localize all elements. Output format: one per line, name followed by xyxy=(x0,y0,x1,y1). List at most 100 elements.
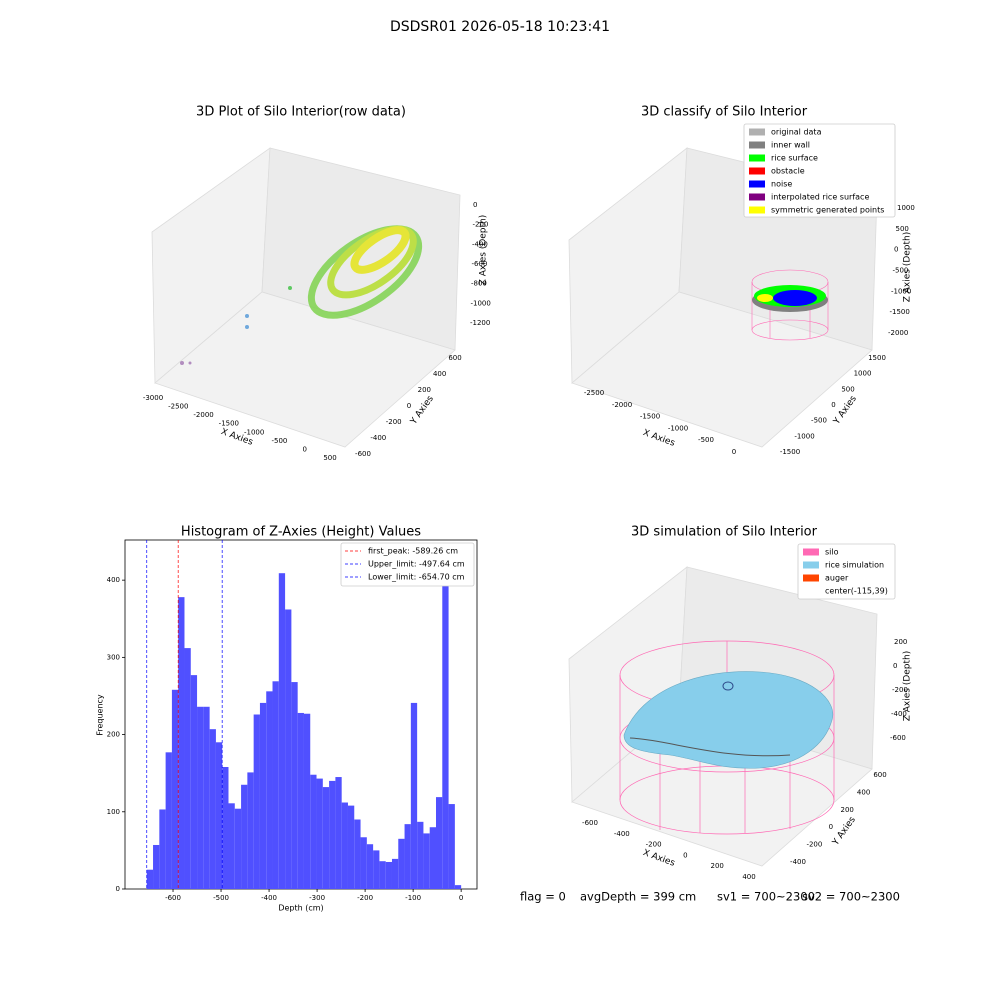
x-tick-label: -500 xyxy=(698,436,714,444)
chart-title: 3D simulation of Silo Interior xyxy=(631,525,818,540)
point xyxy=(288,286,292,290)
z-tick-label: -500 xyxy=(893,267,909,275)
legend-label: noise xyxy=(771,180,792,189)
y-tick-label: 400 xyxy=(433,370,446,378)
legend-label: first_peak: -589.26 cm xyxy=(368,547,458,556)
histogram-bar xyxy=(228,803,235,889)
x-tick-label: -400 xyxy=(261,894,277,902)
y-tick-label: 0 xyxy=(829,823,833,831)
x-tick-label: -500 xyxy=(213,894,229,902)
chart-title: 3D classify of Silo Interior xyxy=(641,105,808,120)
point xyxy=(245,325,249,329)
footer-text: sv1 = 700~2300 xyxy=(717,890,815,904)
suptitle: DSDSR01 2026-05-18 10:23:41 xyxy=(390,19,610,35)
histogram-bar xyxy=(203,706,210,889)
legend-label: rice simulation xyxy=(825,561,884,570)
histogram-bar xyxy=(341,802,348,889)
x-tick-label: -500 xyxy=(271,437,287,445)
x-tick-label: 0 xyxy=(732,448,736,456)
histogram-bar xyxy=(297,712,304,889)
histogram-bar xyxy=(184,648,191,889)
legend-swatch xyxy=(749,141,765,149)
x-tick-label: -300 xyxy=(309,894,325,902)
y-tick-label: 600 xyxy=(873,771,886,779)
histogram-bar xyxy=(266,691,273,889)
legend-swatch xyxy=(803,561,819,569)
x-tick-label: 0 xyxy=(459,894,463,902)
histogram-bar xyxy=(197,706,204,889)
x-tick-label: -600 xyxy=(582,819,598,827)
auger-mark xyxy=(722,681,734,691)
z-tick-label: -200 xyxy=(473,221,489,229)
axes-3d-1 xyxy=(151,147,461,448)
histogram-bar xyxy=(165,752,172,889)
x-tick-label: 500 xyxy=(323,454,336,462)
histogram-bar xyxy=(360,837,367,889)
z-tick-label: -1000 xyxy=(471,299,491,307)
z-tick-label: -600 xyxy=(472,260,488,268)
y-tick-label: 0 xyxy=(831,401,835,409)
legend-label: silo xyxy=(825,548,839,557)
x-tick-label: 0 xyxy=(302,445,306,453)
histogram-bar xyxy=(385,861,392,889)
x-tick-label: -600 xyxy=(165,894,181,902)
y-tick-label: 200 xyxy=(418,386,431,394)
x-tick-label: -2500 xyxy=(168,403,188,411)
histogram-bar xyxy=(278,573,286,889)
x-tick-label: -2500 xyxy=(584,389,604,397)
z-tick-label: 0 xyxy=(893,662,897,670)
x-tick-label: -1500 xyxy=(219,420,239,428)
y-tick-label: 200 xyxy=(841,806,854,814)
histogram-bar xyxy=(146,869,154,889)
x-tick-label: -2000 xyxy=(612,401,632,409)
y-tick-label: -500 xyxy=(811,417,827,425)
legend-swatch xyxy=(749,154,765,162)
legend-swatch xyxy=(803,574,819,582)
histogram-bar xyxy=(391,858,399,889)
histogram-bar xyxy=(379,861,386,889)
point xyxy=(188,361,192,365)
x-axis-label: Depth (cm) xyxy=(278,904,323,913)
z-tick-label: -400 xyxy=(891,710,907,718)
histogram-bar xyxy=(429,827,436,889)
legend-swatch xyxy=(803,548,819,556)
chart-title: Histogram of Z-Axies (Height) Values xyxy=(181,525,421,540)
surface-ridge xyxy=(629,737,791,757)
z-tick-label: 0 xyxy=(894,246,898,254)
legend-swatch xyxy=(749,206,765,214)
x-tick-label: 400 xyxy=(742,873,755,881)
histogram-bar xyxy=(303,713,311,889)
histogram-bar xyxy=(373,850,380,889)
z-tick-label: -200 xyxy=(892,686,908,694)
legend-label: symmetric generated points xyxy=(771,206,884,215)
x-tick-label: 200 xyxy=(711,862,724,870)
x-tick-label: -2000 xyxy=(193,411,213,419)
footer-text: flag = 0 xyxy=(520,890,566,904)
legend-swatch xyxy=(749,180,765,188)
y-tick-label: 400 xyxy=(857,788,870,796)
histogram-bar xyxy=(310,774,317,889)
x-tick-label: -1500 xyxy=(640,413,660,421)
histogram-bar xyxy=(190,675,198,889)
histogram-bar xyxy=(159,809,166,889)
histogram-bar xyxy=(253,714,260,889)
histogram-bar xyxy=(153,844,160,889)
y-tick-label: 400 xyxy=(107,576,120,584)
z-tick-label: -1000 xyxy=(891,287,911,295)
histogram-bar xyxy=(423,833,430,889)
y-tick-label: 100 xyxy=(107,808,120,816)
legend-label: rice surface xyxy=(771,154,818,163)
histogram-bar xyxy=(178,597,185,889)
x-tick-label: -200 xyxy=(357,894,373,902)
histogram-bar xyxy=(335,777,342,889)
legend-box xyxy=(797,543,896,600)
y-tick-label: 200 xyxy=(107,731,120,739)
histogram-bar xyxy=(272,681,279,889)
legend-box xyxy=(340,542,475,587)
z-tick-label: -1200 xyxy=(470,319,490,327)
axes-3d-2 xyxy=(568,147,878,448)
z-axis-label: Z Axies (Depth) xyxy=(903,651,913,722)
y-tick-label: -400 xyxy=(370,434,386,442)
histogram-bar xyxy=(171,689,179,889)
z-tick-label: 500 xyxy=(896,225,909,233)
